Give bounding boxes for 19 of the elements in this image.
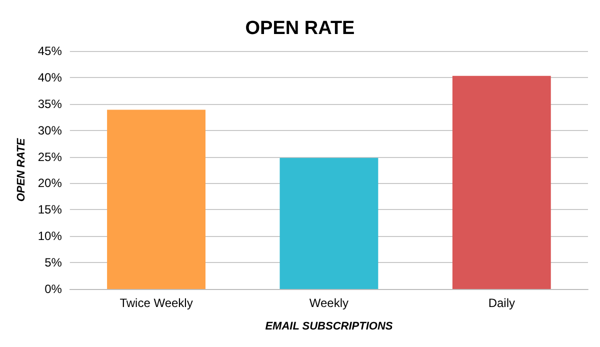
bar: [452, 76, 551, 289]
y-tick-label: 45%: [38, 44, 62, 58]
x-tick-label: Weekly: [309, 296, 349, 310]
y-tick-label: 5%: [44, 256, 62, 270]
chart-title: OPEN RATE: [245, 18, 355, 39]
y-axis-title: OPEN RATE: [16, 138, 28, 202]
y-tick-label: 20%: [38, 176, 62, 190]
y-tick-label: 35%: [38, 96, 62, 111]
y-tick-label: 15%: [38, 202, 62, 217]
bar: [280, 158, 378, 289]
x-tick-label: Twice Weekly: [120, 296, 193, 310]
y-tick-label: 0%: [44, 282, 62, 296]
y-tick-label: 25%: [38, 150, 62, 164]
y-tick-label: 40%: [38, 70, 62, 84]
y-tick-label: 30%: [38, 123, 62, 138]
x-axis-title: EMAIL SUBSCRIPTIONS: [265, 320, 394, 332]
x-tick-label: Daily: [488, 296, 515, 310]
bar: [107, 110, 206, 289]
y-tick-label: 10%: [38, 229, 62, 244]
